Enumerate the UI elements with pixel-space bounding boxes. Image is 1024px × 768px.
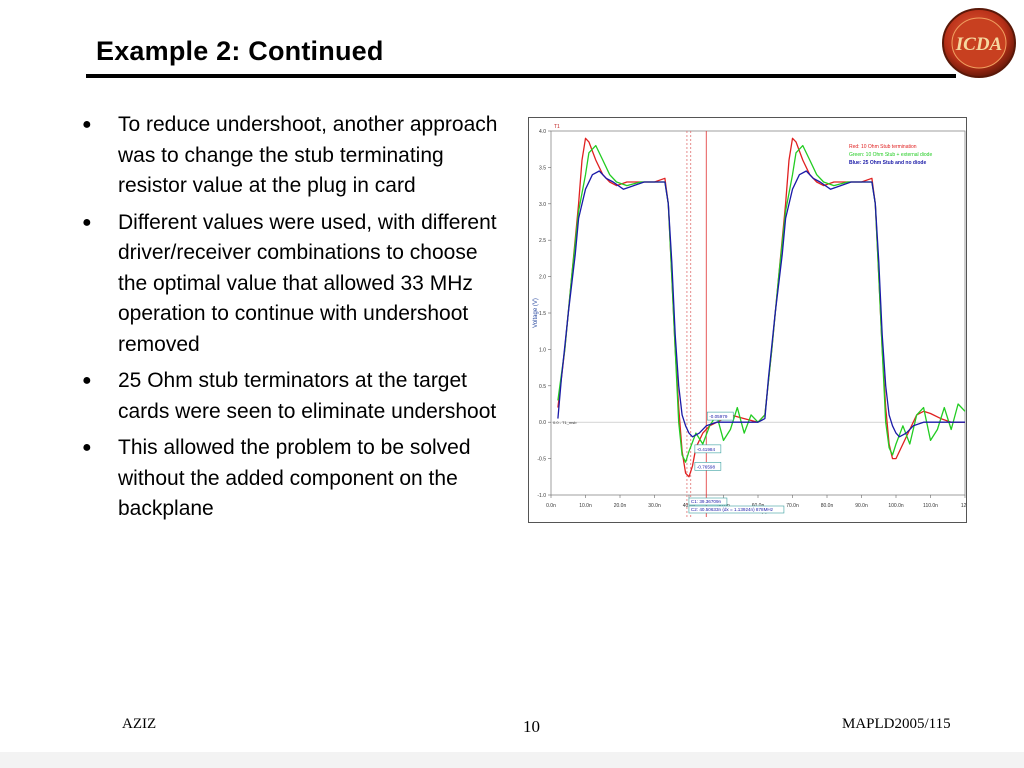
title-underline <box>86 74 956 78</box>
annotation-value: -0.05979 <box>709 414 728 419</box>
cursor-readout: C1: 39.36709n <box>691 499 722 504</box>
series-line <box>557 137 965 478</box>
marker-label: T1 <box>554 124 560 130</box>
y-tick-label: 2.5 <box>539 238 546 244</box>
bullet-text: To reduce undershoot, another approach w… <box>118 113 498 197</box>
bottom-band <box>0 752 1024 768</box>
annotation-box <box>694 462 722 471</box>
series-line <box>557 170 965 438</box>
legend-entry: Red: 10 Ohm Stub termination <box>849 144 917 150</box>
bullet-text: Different values were used, with differe… <box>118 210 497 356</box>
x-tick-label: 100.0n <box>888 503 904 509</box>
y-tick-label: 3.5 <box>539 165 546 171</box>
bullet-item: ● Different values were used, with differ… <box>80 208 500 361</box>
bullet-item: ● 25 Ohm stub terminators at the target c… <box>80 366 500 427</box>
page-number: 10 <box>523 717 540 736</box>
series-line <box>557 144 966 463</box>
legend-entry: Blue: 25 Ohm Stub and no diode <box>849 160 926 166</box>
waveform-chart: 4.0 3.5 3.0 2.5 2.0 1.5 1.0 0.5 0.0 -0.5 -1.0 0.0 -… <box>528 117 967 523</box>
y-tick-label: 0.5 <box>539 384 546 390</box>
cursor-readout-box <box>688 505 785 514</box>
bullet-dot-icon: ● <box>82 439 92 456</box>
x-tick-label: 0.0n <box>546 503 556 509</box>
y-tick-label: 1.0 <box>539 347 546 353</box>
svg-text:ICDA: ICDA <box>955 34 1002 55</box>
cursor-readout: C2: 40.50633n (dx = 1.13924n) 878MHz <box>691 507 774 512</box>
x-tick-label: 90.0n <box>855 503 868 509</box>
slide-title: Example 2: Continued <box>96 36 384 66</box>
y-tick-label: 4.0 <box>539 129 546 135</box>
y-tick-label: 0.0 <box>539 420 546 426</box>
bullet-dot-icon: ● <box>82 116 92 133</box>
bullet-item: ● To reduce undershoot, another approach … <box>80 110 500 202</box>
icda-logo-icon: ICDA <box>942 8 1016 78</box>
x-tick-label: 70.0n <box>786 503 799 509</box>
x-tick-label: 30.0n <box>648 503 661 509</box>
bullet-dot-icon: ● <box>82 213 92 231</box>
waveform-plot: 4.0 3.5 3.0 2.5 2.0 1.5 1.0 0.5 0.0 -0.5 -1.0 0.0 -… <box>533 124 966 517</box>
cursor-readout-box <box>688 497 728 506</box>
legend-entry: Green: 10 Ohm Stub + external diode <box>849 152 932 158</box>
footer-reference: MAPLD2005/115 <box>842 716 951 732</box>
x-tick-label: 110.0n <box>923 503 938 509</box>
y-tick-label: -1.0 <box>537 493 546 499</box>
x-tick-label: 10.0n <box>579 503 592 509</box>
plot-border <box>550 130 966 496</box>
bullet-text: This allowed the problem to be solved wi… <box>118 436 471 520</box>
bullet-item: ● This allowed the problem to be solved w… <box>80 433 500 525</box>
x-tick-label: 20.0n <box>614 503 627 509</box>
footer-author: AZIZ <box>122 716 157 732</box>
annotation-box <box>706 411 734 421</box>
y-tick-label: 1.5 <box>539 311 546 317</box>
y-tick-label: 3.0 <box>539 202 546 208</box>
bullet-list: ● To reduce undershoot, another approach … <box>80 110 500 531</box>
x-tick-label: 120 <box>961 503 966 509</box>
annotation-value: -0.76598 <box>697 464 716 469</box>
x-tick-label: 80.0n <box>821 503 834 509</box>
bullet-dot-icon: ● <box>82 372 92 389</box>
zero-label: 0.0 - T1_msb <box>553 420 577 425</box>
annotation-box <box>694 444 722 454</box>
y-tick-label: -0.5 <box>537 457 546 463</box>
annotation-value: -0.41984 <box>697 447 716 452</box>
bullet-text: 25 Ohm stub terminators at the target ca… <box>118 369 497 423</box>
y-tick-label: 2.0 <box>539 275 546 281</box>
y-axis-label: Voltage (V) <box>533 298 539 328</box>
